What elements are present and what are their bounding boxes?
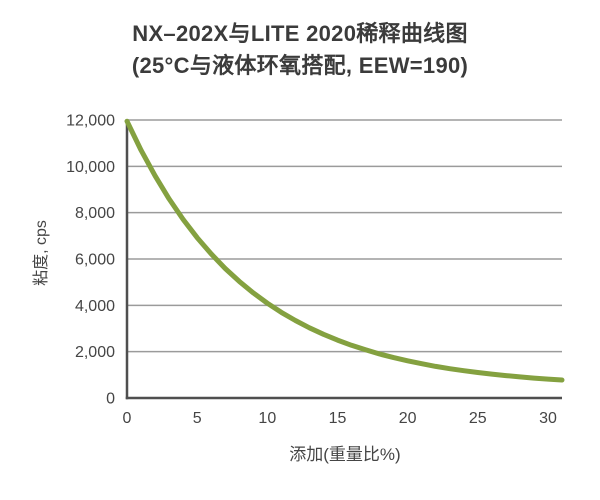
x-tick-label-10: 10 <box>258 410 276 427</box>
chart-title: NX–202X与LITE 2020稀释曲线图 <box>132 21 468 46</box>
x-axis-title: 添加(重量比%) <box>289 445 401 464</box>
x-tick-label-30: 30 <box>539 410 557 427</box>
y-tick-label-0: 0 <box>106 391 115 408</box>
y-tick-label-10000: 10,000 <box>66 159 115 176</box>
viscosity-curve-path <box>124 118 565 383</box>
y-tick-label-2000: 2,000 <box>75 344 115 361</box>
x-tick-label-5: 5 <box>193 410 202 427</box>
x-tick-label-15: 15 <box>329 410 347 427</box>
chart-subtitle: (25°C与液体环氧搭配, EEW=190) <box>131 53 469 78</box>
x-tick-label-25: 25 <box>469 410 487 427</box>
y-tick-label-4000: 4,000 <box>75 298 115 315</box>
y-tick-label-12000: 12,000 <box>66 113 115 130</box>
y-tick-label-8000: 8,000 <box>75 205 115 222</box>
x-tick-label-20: 20 <box>399 410 417 427</box>
y-tick-label-6000: 6,000 <box>75 252 115 269</box>
x-tick-label-0: 0 <box>123 410 132 427</box>
